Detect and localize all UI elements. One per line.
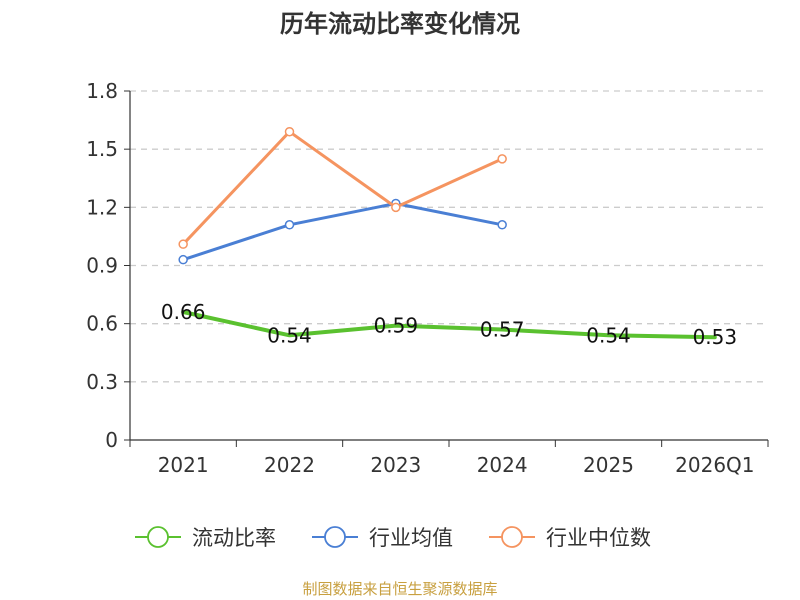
chart-title: 历年流动比率变化情况 [280, 10, 520, 38]
data-point [284, 126, 295, 137]
legend-label: 行业中位数 [546, 526, 651, 550]
y-tick-label: 0 [105, 428, 118, 452]
legend-marker-circle [501, 526, 523, 548]
series-line-1 [181, 202, 504, 262]
data-label: 0.66 [161, 300, 206, 324]
x-tick-label: 2026Q1 [675, 453, 754, 477]
y-tick-label: 0.6 [86, 312, 118, 336]
data-point [391, 202, 401, 213]
data-label: 0.53 [693, 325, 738, 349]
y-tick-label: 1.5 [86, 137, 118, 161]
data-label: 0.54 [267, 323, 312, 347]
y-tick-label: 0.3 [86, 370, 118, 394]
x-tick-label: 2024 [477, 453, 528, 477]
legend-marker-circle [324, 526, 346, 548]
x-tick-label: 2021 [158, 453, 209, 477]
data-label: 0.57 [480, 317, 525, 341]
data-label: 0.54 [586, 323, 631, 347]
x-tick-label: 2025 [583, 453, 634, 477]
source-footer: 制图数据来自恒生聚源数据库 [302, 580, 498, 598]
x-tick-label: 2023 [370, 453, 421, 477]
y-tick-label: 1.8 [86, 79, 118, 103]
data-point [497, 154, 507, 164]
data-label: 0.59 [374, 314, 419, 338]
data-point [497, 220, 507, 230]
data-point [178, 254, 188, 265]
data-point [178, 239, 188, 249]
series-line-0 [181, 310, 717, 340]
legend-label: 行业均值 [369, 526, 453, 550]
y-tick-label: 1.2 [86, 195, 118, 219]
series-line-2 [181, 130, 504, 246]
legend-marker-circle [147, 526, 169, 548]
y-tick-label: 0.9 [86, 254, 118, 278]
data-point [284, 220, 295, 230]
x-tick-label: 2022 [264, 453, 315, 477]
legend-label: 流动比率 [192, 526, 276, 550]
